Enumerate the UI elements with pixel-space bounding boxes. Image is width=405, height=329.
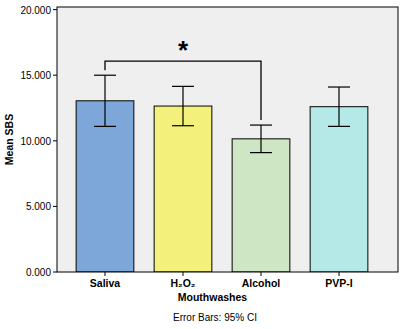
bars xyxy=(76,75,368,272)
significance-label: * xyxy=(178,35,189,65)
error-stem xyxy=(260,125,261,153)
x-axis-label: Mouthwashes xyxy=(178,291,248,303)
y-tick xyxy=(53,140,57,141)
x-tick xyxy=(105,272,106,276)
error-stem xyxy=(104,75,105,126)
y-tick xyxy=(53,9,57,10)
footnote: Error Bars: 95% CI xyxy=(173,312,257,323)
error-stem xyxy=(338,87,339,126)
x-tick-label: H₂O₂ xyxy=(170,277,195,289)
bar xyxy=(310,107,368,272)
y-tick xyxy=(53,206,57,207)
error-cap xyxy=(94,75,116,76)
y-tick-label: 15.000 xyxy=(20,70,51,81)
y-tick xyxy=(53,272,57,273)
error-stem xyxy=(182,86,183,125)
chart: 0.000 5.000 10.000 15.000 20.000 Saliva H₂O₂ Al… xyxy=(0,0,405,329)
x-tick-label: Alcohol xyxy=(242,277,281,289)
x-tick xyxy=(183,272,184,276)
error-bar xyxy=(250,125,272,153)
y-tick-label: 20.000 xyxy=(20,5,51,16)
x-tick xyxy=(339,272,340,276)
y-tick xyxy=(53,75,57,76)
error-cap xyxy=(328,86,350,87)
bar xyxy=(154,106,212,272)
x-tick-label: PVP-I xyxy=(325,277,353,289)
plot-background xyxy=(57,7,398,272)
error-cap xyxy=(328,126,350,127)
error-bar xyxy=(94,75,116,126)
significance-bracket: * xyxy=(105,35,261,120)
plot-frame xyxy=(57,7,398,272)
bar xyxy=(232,139,290,272)
bracket xyxy=(105,61,261,120)
error-cap xyxy=(250,152,272,153)
error-cap xyxy=(172,125,194,126)
y-tick-label: 10.000 xyxy=(20,136,51,147)
y-axis-label: Mean SBS xyxy=(3,114,15,165)
bar xyxy=(76,101,134,272)
y-tick-label: 0.000 xyxy=(26,267,51,278)
x-tick xyxy=(261,272,262,276)
error-cap xyxy=(94,126,116,127)
error-bar xyxy=(172,86,194,125)
error-cap xyxy=(250,124,272,125)
x-tick-label: Saliva xyxy=(90,277,121,289)
error-cap xyxy=(172,86,194,87)
y-tick-label: 5.000 xyxy=(26,201,51,212)
error-bar xyxy=(328,87,350,126)
